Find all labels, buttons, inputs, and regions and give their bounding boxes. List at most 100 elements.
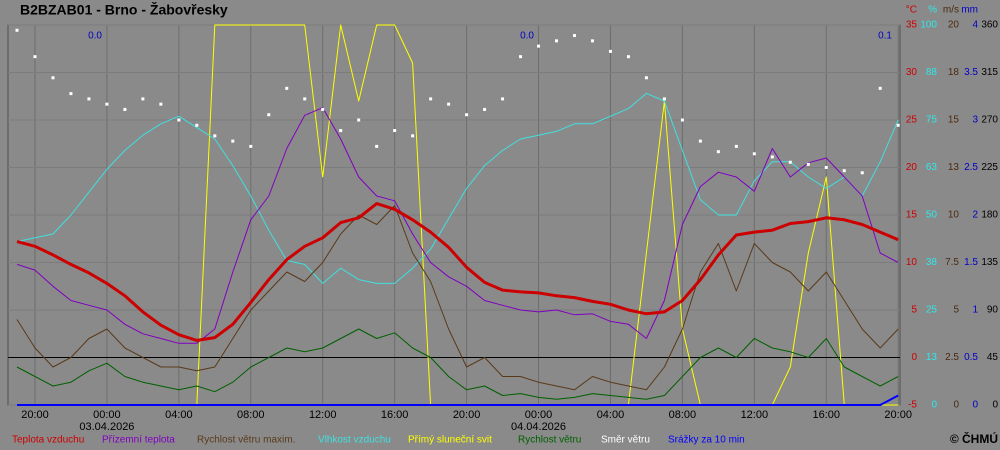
chart-title: B2BZAB01 - Brno - Žabovřesky	[20, 1, 228, 18]
series-dot	[824, 166, 828, 169]
y-tick-label: 63	[926, 162, 938, 173]
series-dot	[644, 76, 648, 80]
series-dot	[572, 34, 576, 38]
series-dot	[698, 139, 702, 143]
series-dot	[393, 129, 397, 133]
series-dot	[626, 55, 630, 59]
y-tick-label: 38	[926, 257, 938, 268]
y-tick-label: 360	[981, 20, 998, 31]
legend-entry: Rychlost větru	[518, 435, 581, 446]
series-dot	[483, 107, 487, 111]
y-tick-label: 0	[931, 400, 937, 411]
series-dot	[590, 39, 594, 43]
series-dot	[788, 160, 792, 164]
y-tick-label: 10	[906, 257, 918, 268]
series-dot	[519, 55, 523, 59]
series-dot	[33, 55, 37, 59]
x-tick-label: 08:00	[669, 409, 697, 421]
series-dot	[806, 162, 810, 166]
series-dot	[501, 97, 505, 101]
y-tick-label: 270	[981, 115, 998, 126]
series-dot	[123, 107, 127, 111]
date-label: 03.04.2026	[79, 421, 134, 433]
y-tick-label: 180	[981, 210, 998, 221]
y-tick-label: 88	[926, 67, 938, 78]
y-tick-label: 20	[906, 162, 918, 173]
y-tick-label: 13	[948, 162, 960, 173]
legend-entry: Přímý sluneční svit	[408, 435, 492, 446]
series-line	[16, 92, 899, 284]
series-dot	[716, 150, 720, 154]
series-dot	[608, 49, 612, 53]
series-dot	[537, 44, 541, 48]
y-tick-label: 35	[906, 20, 918, 31]
y-tick-label: 135	[981, 257, 998, 268]
series-dot	[375, 144, 379, 148]
series-dot	[555, 39, 559, 43]
series-dot	[357, 118, 361, 122]
x-tick-label: 20:00	[884, 409, 912, 421]
y-tick-label: 225	[981, 162, 998, 173]
series-dot	[159, 102, 163, 106]
annotation: 0.0	[520, 31, 534, 42]
series-dot	[896, 123, 900, 127]
series-dot	[15, 28, 19, 32]
series-dot	[411, 134, 415, 138]
y-tick-label: 5	[953, 305, 959, 316]
series-dot	[662, 97, 666, 101]
series-dot	[105, 102, 109, 106]
x-tick-label: 00:00	[93, 409, 121, 421]
series-line	[16, 205, 899, 391]
annotation: 0.1	[878, 31, 892, 42]
series-dot	[141, 97, 145, 101]
series-dot	[195, 123, 199, 127]
series-dot	[339, 129, 343, 133]
y-tick-label: 18	[948, 67, 960, 78]
y-tick-label: -5	[908, 400, 917, 411]
y-tick-label: 0	[992, 400, 998, 411]
y-tick-label: 25	[926, 305, 938, 316]
y-tick-label: 0.5	[964, 352, 978, 363]
series-dot	[770, 155, 774, 159]
copyright: © ČHMÚ	[950, 431, 998, 446]
axis-unit: mm	[961, 5, 978, 16]
y-tick-label: 20	[948, 20, 960, 31]
y-tick-label: 3.5	[964, 67, 978, 78]
series-dot	[51, 76, 55, 80]
y-tick-label: 2.5	[964, 162, 978, 173]
y-tick-label: 7.5	[945, 257, 959, 268]
y-tick-label: 50	[926, 210, 938, 221]
x-tick-label: 16:00	[813, 409, 841, 421]
series-dot	[842, 169, 846, 173]
series-line	[17, 394, 899, 406]
series-dot	[249, 144, 253, 148]
legend-entry: Přízemní teplota	[102, 435, 175, 446]
y-tick-label: 15	[948, 115, 960, 126]
legend-entry: Srážky za 10 min	[668, 435, 745, 446]
series-dot	[680, 118, 684, 122]
series-dot	[213, 134, 217, 138]
legend-entry: Směr větru	[601, 435, 650, 446]
y-tick-label: 90	[987, 305, 999, 316]
y-tick-label: 25	[906, 115, 918, 126]
x-tick-label: 12:00	[309, 409, 337, 421]
series-dot	[303, 97, 307, 101]
x-tick-label: 00:00	[525, 409, 553, 421]
y-tick-label: 10	[948, 210, 960, 221]
y-tick-label: 100	[920, 20, 937, 31]
series-dot	[860, 171, 864, 175]
x-tick-label: 04:00	[165, 409, 193, 421]
y-tick-label: 4	[972, 20, 978, 31]
series-dot	[878, 86, 882, 90]
x-tick-label: 20:00	[453, 409, 481, 421]
x-tick-label: 20:00	[21, 409, 49, 421]
y-tick-label: 1	[972, 305, 978, 316]
series-line	[16, 107, 899, 344]
series-line	[16, 202, 899, 342]
y-tick-label: 13	[926, 352, 938, 363]
y-tick-label: 315	[981, 67, 998, 78]
y-tick-label: 1.5	[964, 257, 978, 268]
series-dot	[285, 86, 289, 90]
series-dot	[231, 139, 235, 143]
